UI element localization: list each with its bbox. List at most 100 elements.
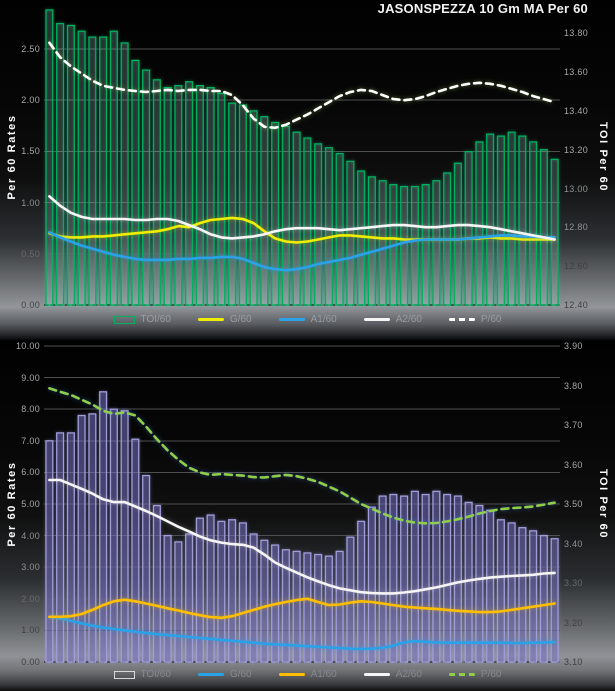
left-axis-tick: 3.00: [21, 562, 40, 573]
bar: [56, 432, 65, 663]
right-axis-tick: 13.40: [564, 105, 589, 116]
bar: [174, 541, 183, 663]
bar: [228, 102, 237, 306]
bar: [443, 493, 452, 663]
bar: [77, 414, 86, 663]
bar: [324, 555, 333, 663]
chart-top-even-per60[interactable]: JASONSPEZZA 10 Gm MA Per 60 Per 60 Rates…: [0, 0, 615, 341]
bar: [45, 440, 54, 663]
left-axis-tick: 4.00: [21, 530, 40, 541]
bar: [249, 110, 258, 306]
right-axis-tick: 3.40: [564, 538, 583, 549]
legend-label: P/60: [480, 314, 502, 325]
legend: TOI/60 G/60 A1/60 A2/60 P/60: [0, 669, 615, 680]
right-axis-tick: 3.30: [564, 578, 583, 588]
left-axis-tick: 8.00: [21, 404, 40, 415]
chart-bottom-per60[interactable]: Per 60 Rates TOI Per 60 TOI/60 G/60 A1/60 A…: [0, 341, 615, 691]
bar: [163, 86, 172, 306]
toi-bars: [45, 391, 559, 663]
A1-60-line: [48, 597, 556, 620]
left-axis-tick: 0.00: [21, 300, 40, 310]
left-axis-tick: 6.00: [21, 467, 40, 478]
bar: [260, 539, 269, 663]
bar: [432, 490, 441, 663]
P-60-line: [48, 386, 556, 525]
bar: [99, 36, 108, 306]
left-axis-tick: 1.00: [21, 625, 40, 636]
bar: [88, 413, 97, 663]
bar: [142, 474, 151, 663]
plot-area-top: [44, 9, 560, 306]
bar: [131, 438, 140, 663]
bar: [378, 495, 387, 663]
bar: [539, 149, 548, 306]
right-axis-tick: 3.60: [564, 459, 583, 470]
legend-bar-swatch: [113, 315, 135, 324]
bar: [260, 116, 269, 306]
bar: [400, 495, 409, 663]
bar: [228, 519, 237, 663]
A2-60-line: [48, 478, 556, 595]
bar: [66, 432, 75, 663]
bar: [271, 121, 280, 306]
legend-label: G/60: [229, 669, 252, 680]
legend-item-P-60: P/60: [448, 314, 502, 325]
bar: [486, 133, 495, 306]
bar: [496, 519, 505, 663]
right-axis-tick: 12.40: [564, 300, 589, 310]
bar: [475, 504, 484, 663]
legend-line-swatch: [448, 318, 475, 321]
left-axis-tick: 2.00: [21, 593, 40, 604]
legend-item-A2-60: A2/60: [363, 669, 422, 680]
right-axis-tick: 3.20: [564, 617, 583, 628]
bar: [486, 509, 495, 663]
left-axis-tick: 1.00: [21, 197, 40, 208]
legend-label: A2/60: [395, 669, 422, 680]
bar: [163, 534, 172, 663]
bar: [88, 36, 97, 306]
left-axis-tick: 0.00: [21, 657, 40, 667]
legend-line-swatch: [363, 673, 390, 676]
bar: [550, 538, 559, 663]
legend-item-A2-60: A2/60: [363, 314, 422, 325]
bar: [217, 92, 226, 306]
bar: [507, 131, 516, 306]
bar: [66, 24, 75, 306]
right-axis-tick: 3.70: [564, 420, 583, 430]
bar: [249, 533, 258, 663]
bar: [152, 504, 161, 663]
bar: [432, 180, 441, 306]
bar: [410, 185, 419, 306]
P-60-line: [48, 41, 556, 130]
bar: [518, 135, 527, 306]
legend-item-G-60: G/60: [197, 669, 252, 680]
left-axis-tick: 0.50: [21, 248, 40, 259]
bar: [185, 81, 194, 306]
right-axis-tick: 12.80: [564, 222, 589, 233]
bar: [400, 185, 409, 306]
left-axis-tick: 2.00: [21, 95, 40, 106]
right-axis-tick: 12.60: [564, 261, 589, 272]
bar: [195, 517, 204, 663]
legend-line-swatch: [363, 318, 390, 321]
bar: [281, 549, 290, 663]
bar: [292, 550, 301, 663]
bar: [410, 490, 419, 663]
left-axis-tick: 5.00: [21, 499, 40, 509]
bar: [238, 104, 247, 306]
bar: [421, 493, 430, 663]
bar: [303, 137, 312, 306]
bar: [109, 408, 118, 663]
bar: [131, 59, 140, 306]
chart-title: JASONSPEZZA 10 Gm MA Per 60: [377, 1, 588, 16]
bar: [142, 69, 151, 306]
bar: [550, 158, 559, 306]
legend-line-swatch: [448, 673, 475, 676]
A1-60-line: [48, 231, 556, 272]
legend-item-TOI-60: TOI/60: [113, 314, 171, 325]
A2-60-line: [48, 195, 556, 241]
legend-line-swatch: [197, 673, 224, 676]
legend-line-swatch: [197, 318, 224, 321]
bar: [174, 85, 183, 306]
right-axis-tick: 13.60: [564, 67, 589, 78]
